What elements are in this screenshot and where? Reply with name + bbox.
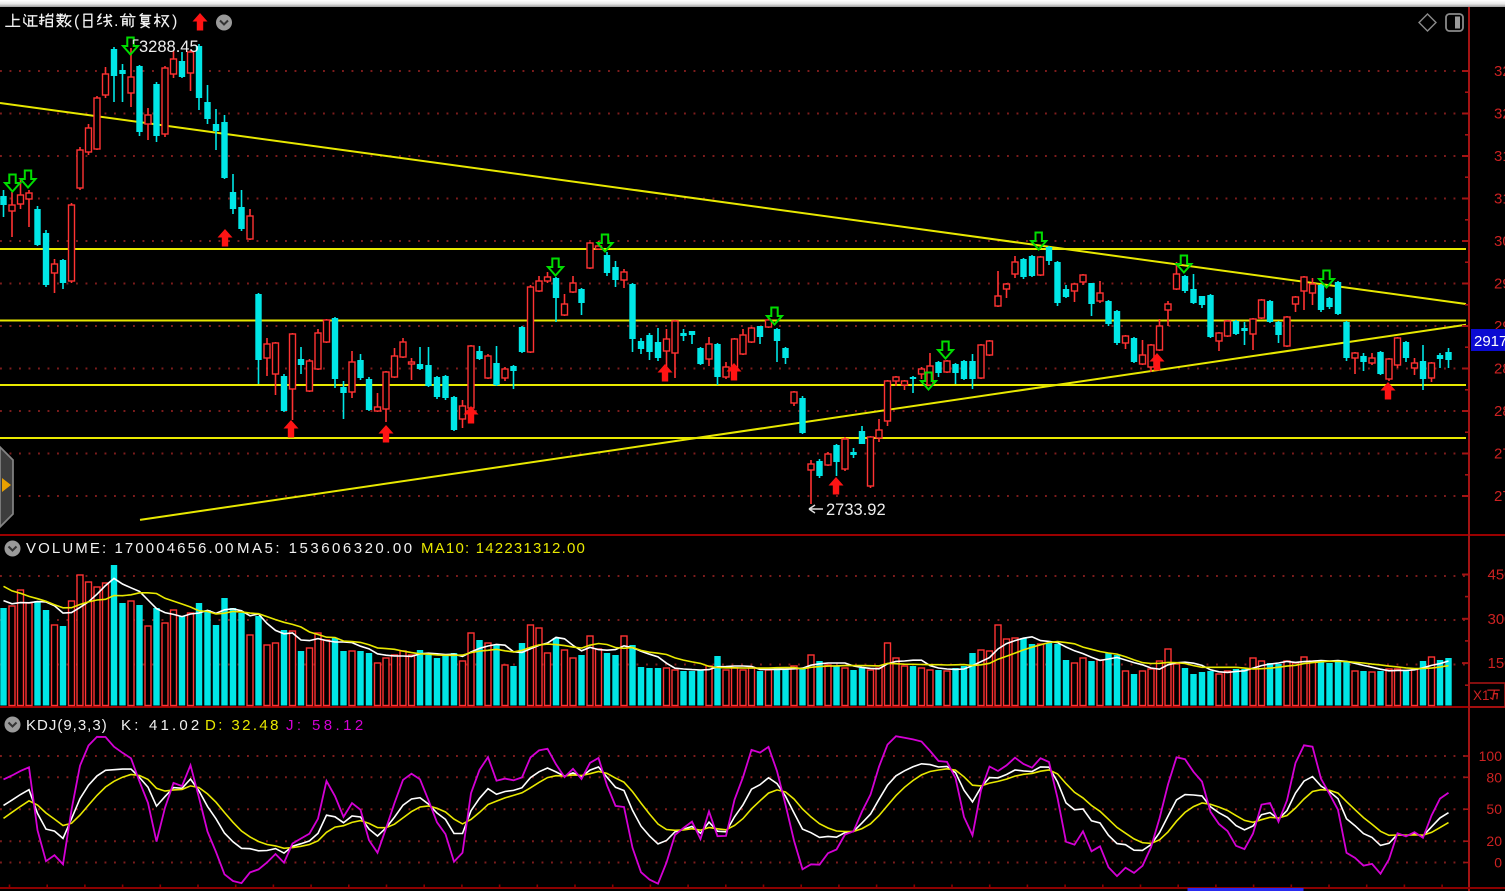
svg-text:80: 80 xyxy=(1486,769,1502,785)
svg-text:100: 100 xyxy=(1479,748,1503,764)
svg-text:2788: 2788 xyxy=(1494,446,1505,463)
svg-text:KDJ(9,3,3): KDJ(9,3,3) xyxy=(26,717,108,734)
svg-text:3207: 3207 xyxy=(1494,106,1505,123)
svg-text:3259: 3259 xyxy=(1494,63,1505,80)
svg-text:K: 41.02: K: 41.02 xyxy=(121,717,202,734)
svg-text:3050: 3050 xyxy=(1494,233,1505,250)
svg-text:3102: 3102 xyxy=(1494,191,1505,208)
svg-text:(: ( xyxy=(74,13,80,30)
svg-text:3155: 3155 xyxy=(1494,148,1505,165)
svg-text:2733.92: 2733.92 xyxy=(826,501,886,519)
svg-text:15000: 15000 xyxy=(1488,655,1505,672)
svg-text:3288.45: 3288.45 xyxy=(139,38,199,56)
svg-text:VOLUME: 170004656.00: VOLUME: 170004656.00 xyxy=(26,540,236,557)
svg-text:MA5: 153606320.00: MA5: 153606320.00 xyxy=(237,540,415,557)
svg-text:2735: 2735 xyxy=(1494,488,1505,505)
svg-text:20: 20 xyxy=(1486,833,1502,849)
svg-text:X1: X1 xyxy=(1473,688,1490,703)
svg-text:2997: 2997 xyxy=(1494,276,1505,293)
svg-text:45000: 45000 xyxy=(1488,567,1505,584)
svg-text:2840: 2840 xyxy=(1494,403,1505,420)
svg-text:30000: 30000 xyxy=(1488,611,1505,628)
svg-text:50: 50 xyxy=(1486,801,1502,817)
svg-text:.: . xyxy=(114,13,118,30)
svg-text:J: 58.12: J: 58.12 xyxy=(286,717,367,734)
svg-text:D: 32.48: D: 32.48 xyxy=(205,717,281,734)
svg-text:2893: 2893 xyxy=(1494,361,1505,378)
svg-text:2945: 2945 xyxy=(1494,318,1505,335)
svg-text:): ) xyxy=(172,13,177,30)
svg-text:MA10: 142231312.00: MA10: 142231312.00 xyxy=(421,540,586,557)
svg-text:2917: 2917 xyxy=(1474,333,1505,350)
svg-text:0: 0 xyxy=(1494,855,1502,871)
